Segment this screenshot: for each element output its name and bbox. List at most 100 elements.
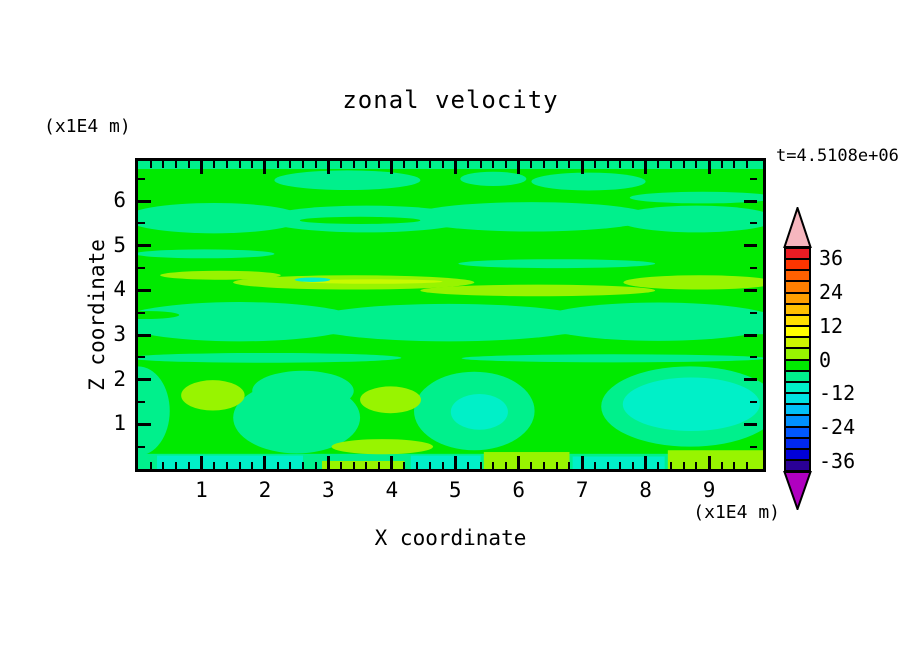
colorbar-segment <box>786 304 809 316</box>
x-axis-title: X coordinate <box>374 526 527 550</box>
x-minor-tick <box>238 462 241 469</box>
colorbar-tick-label: 0 <box>819 347 832 372</box>
colorbar-segment <box>786 460 809 471</box>
z-minor-tick <box>138 177 145 180</box>
x-minor-tick <box>149 161 152 168</box>
z-major-tick <box>744 288 757 292</box>
x-minor-tick <box>466 161 469 168</box>
x-minor-tick <box>657 161 660 168</box>
z-tick-label: 4 <box>113 277 126 302</box>
x-tick-label: 1 <box>195 478 208 502</box>
x-minor-tick <box>314 161 317 168</box>
x-minor-tick <box>352 161 355 168</box>
z-minor-tick <box>138 356 145 359</box>
colorbar-segment <box>786 416 809 428</box>
colorbar-segment <box>786 427 809 439</box>
x-minor-tick <box>175 462 178 469</box>
x-major-tick <box>580 161 584 174</box>
x-minor-tick <box>568 161 571 168</box>
x-minor-tick <box>543 161 546 168</box>
x-major-tick <box>199 161 203 174</box>
contour-region <box>274 170 421 191</box>
colorbar-tick-label: 24 <box>819 280 844 304</box>
z-minor-tick <box>750 356 757 359</box>
x-minor-tick <box>403 161 406 168</box>
z-minor-tick <box>750 267 757 270</box>
z-major-tick <box>138 422 151 426</box>
x-major-tick <box>644 161 648 174</box>
contour-region <box>138 310 180 320</box>
colorbar-tick-label: -24 <box>819 415 856 439</box>
x-minor-tick <box>543 462 546 469</box>
contour-region <box>537 302 763 341</box>
contour-region <box>450 394 508 430</box>
z-major-tick <box>138 378 151 382</box>
colorbar-segment <box>786 438 809 450</box>
colorbar <box>784 247 811 472</box>
x-tick-label: 3 <box>322 478 335 502</box>
x-minor-tick <box>187 161 190 168</box>
x-axis-units-label: (x1E4 m) <box>693 502 780 523</box>
z-minor-tick <box>750 177 757 180</box>
colorbar-segment <box>786 371 809 383</box>
colorbar-tick-label: -12 <box>819 381 856 406</box>
x-minor-tick <box>175 161 178 168</box>
x-major-tick <box>390 456 394 469</box>
contour-region <box>138 249 275 259</box>
contour-region <box>302 279 443 284</box>
colorbar-segment <box>786 293 809 305</box>
z-major-tick <box>138 288 151 292</box>
x-minor-tick <box>669 161 672 168</box>
x-minor-tick <box>466 462 469 469</box>
contour-region <box>460 171 527 186</box>
z-major-tick <box>138 333 151 337</box>
contour-region <box>138 366 170 456</box>
colorbar-segment <box>786 349 809 361</box>
x-minor-tick <box>251 462 254 469</box>
x-major-tick <box>644 456 648 469</box>
x-major-tick <box>199 456 203 469</box>
z-minor-tick <box>750 445 757 448</box>
x-tick-label: 2 <box>258 478 272 502</box>
x-major-tick <box>707 456 711 469</box>
colorbar-segment <box>786 249 809 261</box>
x-major-tick <box>707 161 711 174</box>
z-minor-tick <box>750 311 757 314</box>
x-minor-tick <box>530 462 533 469</box>
contour-region <box>360 386 421 414</box>
x-minor-tick <box>631 462 634 469</box>
z-minor-tick <box>138 401 145 404</box>
contour-region <box>458 259 656 269</box>
x-minor-tick <box>238 161 241 168</box>
x-minor-tick <box>720 161 723 168</box>
x-minor-tick <box>492 161 495 168</box>
colorbar-tick-label: 12 <box>819 313 844 338</box>
x-minor-tick <box>213 161 216 168</box>
x-tick-label: 8 <box>639 478 652 502</box>
x-major-tick <box>326 456 330 469</box>
contour-region <box>629 191 763 204</box>
x-minor-tick <box>555 161 558 168</box>
x-minor-tick <box>314 462 317 469</box>
z-tick-label: 3 <box>113 322 126 347</box>
x-minor-tick <box>289 161 292 168</box>
z-tick-label: 1 <box>113 411 126 436</box>
x-tick-label: 7 <box>575 478 589 502</box>
x-major-tick <box>453 161 457 174</box>
x-minor-tick <box>301 161 304 168</box>
colorbar-tick-label: -36 <box>819 448 856 473</box>
x-minor-tick <box>289 462 292 469</box>
z-minor-tick <box>138 445 145 448</box>
z-tick-label: 2 <box>113 366 126 391</box>
colorbar-segment <box>786 338 809 350</box>
x-minor-tick <box>428 161 431 168</box>
x-minor-tick <box>606 161 609 168</box>
contour-region <box>157 455 303 469</box>
x-minor-tick <box>301 462 304 469</box>
x-major-tick <box>263 456 267 469</box>
contour-region <box>420 284 656 297</box>
colorbar-segment <box>786 271 809 283</box>
x-minor-tick <box>505 161 508 168</box>
x-tick-label: 6 <box>512 478 526 502</box>
